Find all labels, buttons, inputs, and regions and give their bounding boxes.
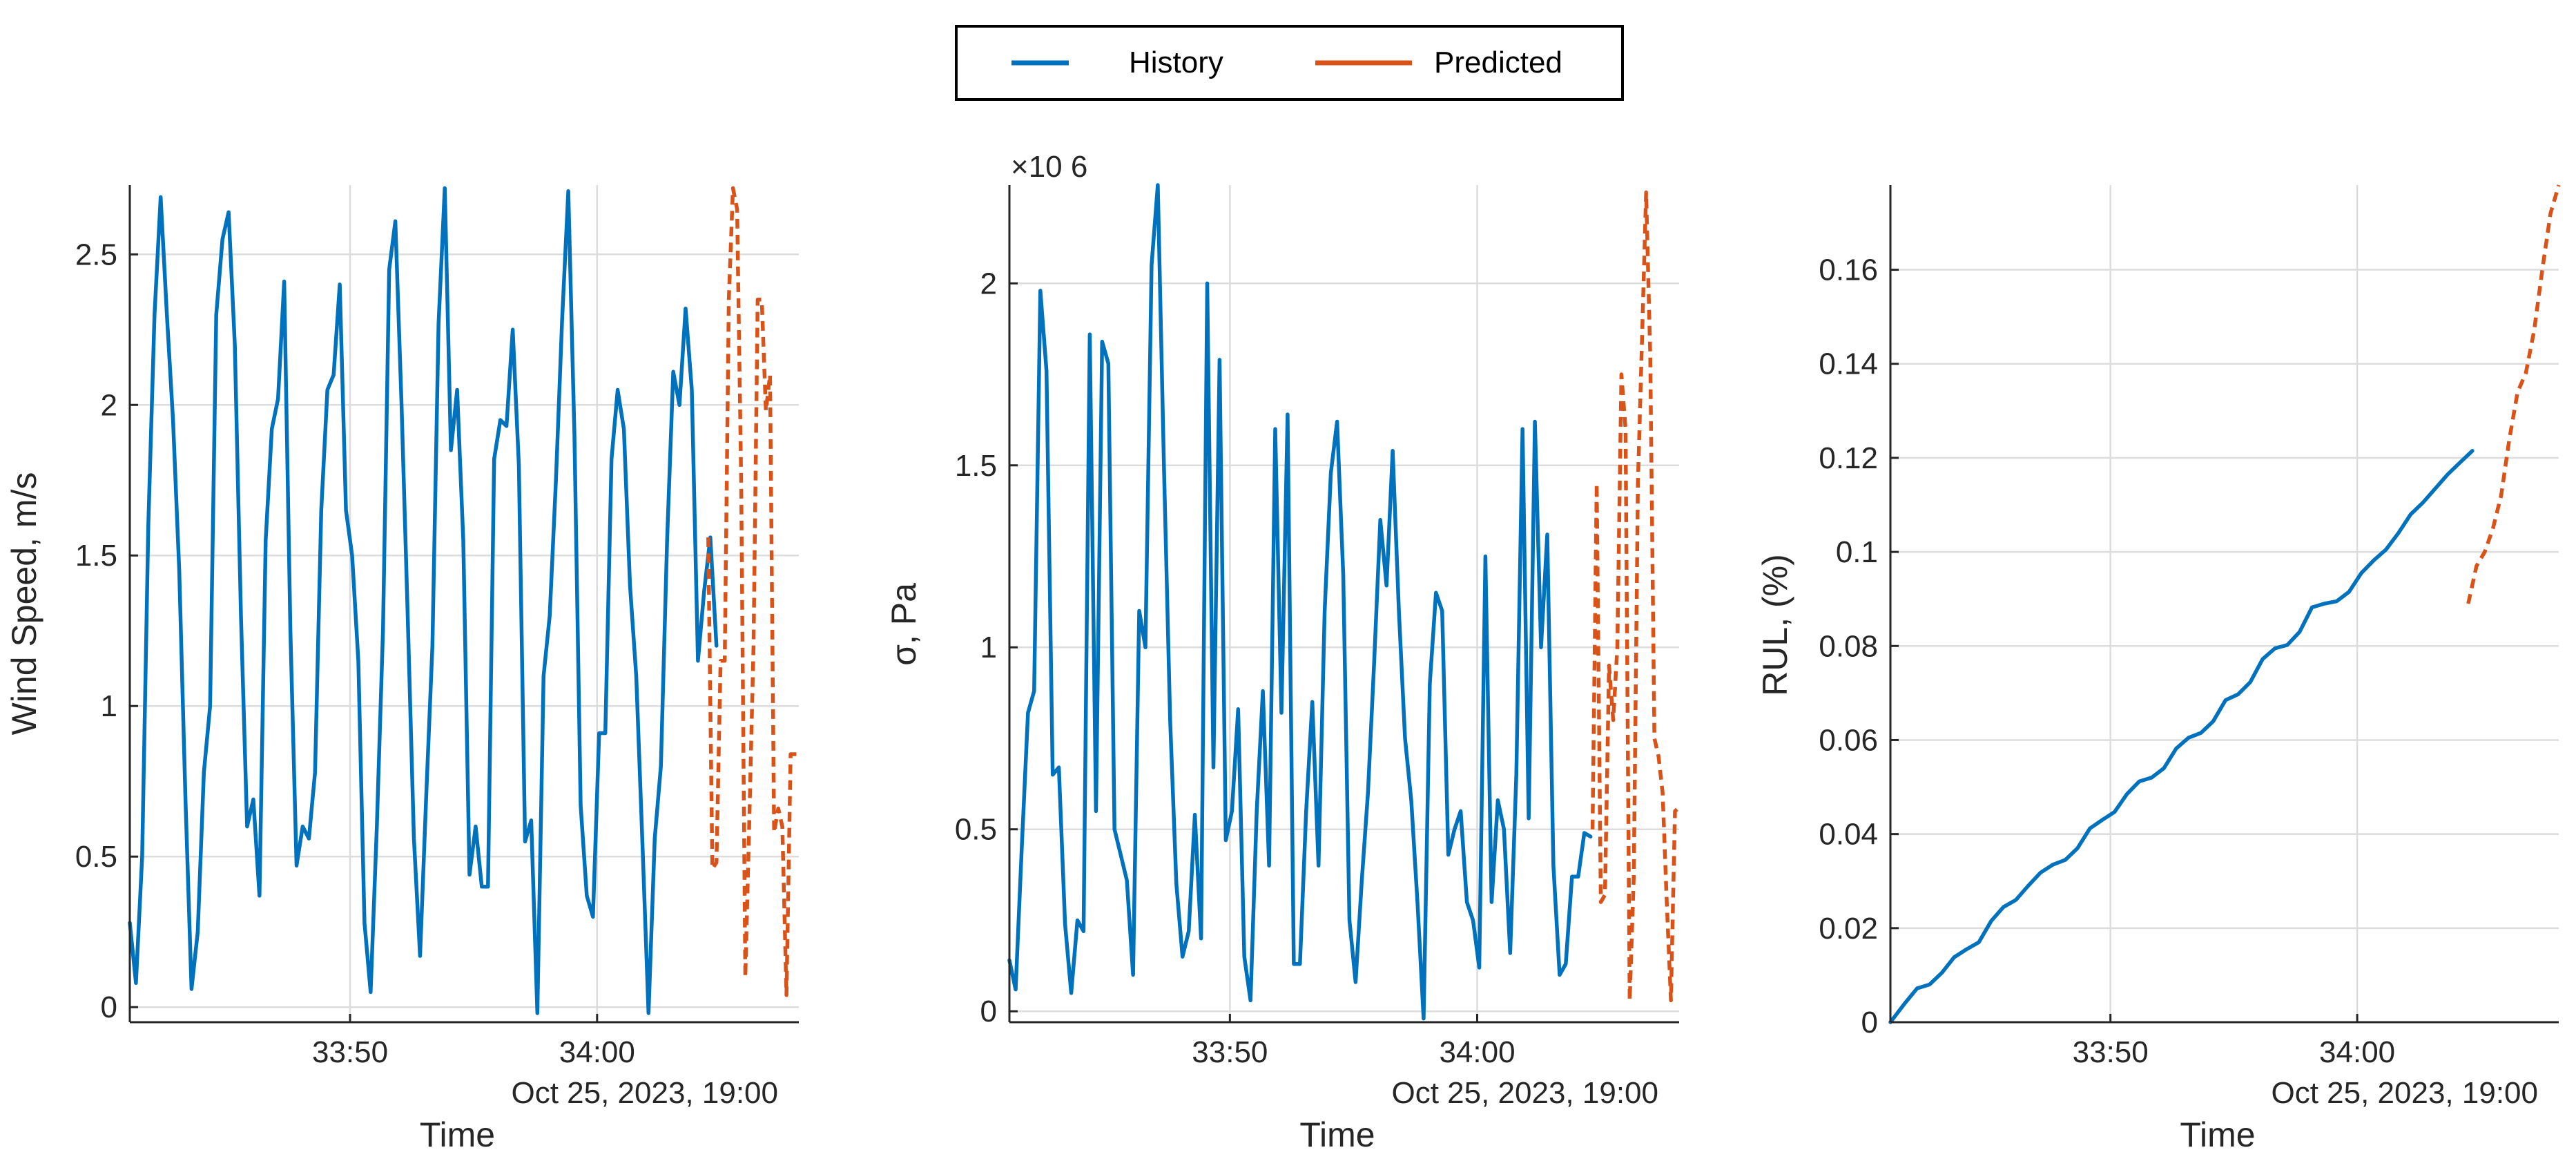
- y-tick-label: 1.5: [75, 539, 117, 573]
- y-tick-label: 0.5: [955, 813, 997, 847]
- series-line-predicted: [1590, 190, 1681, 1003]
- y-tick-label: 0.5: [75, 840, 117, 874]
- y-tick-label: 2.5: [75, 238, 117, 271]
- x-tick-label: 33:50: [1192, 1035, 1268, 1069]
- x-tick-label: 33:50: [312, 1035, 388, 1069]
- series-line-history: [128, 186, 719, 1015]
- y-tick-label: 0.14: [1819, 347, 1878, 381]
- x-date-label: Oct 25, 2023, 19:00: [1391, 1076, 1658, 1110]
- grid: [1890, 185, 2559, 1024]
- series-line-history: [1007, 183, 1593, 1021]
- y-tick-label: 1: [101, 689, 117, 723]
- series-line-history: [1888, 448, 2475, 1024]
- series-line-predicted: [2466, 184, 2561, 604]
- y-tick-label: 0.1: [1836, 535, 1878, 569]
- y-axis-label: RUL, (%): [1756, 554, 1794, 696]
- y-tick-label: 0: [1861, 1006, 1878, 1039]
- x-axis-label: Time: [1299, 1115, 1375, 1154]
- x-axis-label: Time: [2180, 1115, 2255, 1154]
- y-multiplier-label: ×10 6: [1011, 150, 1087, 184]
- legend-label-predicted: Predicted: [1434, 46, 1562, 79]
- y-tick-label: 0.12: [1819, 441, 1878, 475]
- y-tick-label: 0.08: [1819, 629, 1878, 663]
- legend: History Predicted: [955, 25, 1624, 101]
- y-tick-label: 0.04: [1819, 818, 1878, 852]
- x-date-label: Oct 25, 2023, 19:00: [511, 1076, 778, 1110]
- x-axis-label: Time: [420, 1115, 495, 1154]
- x-tick-label: 34:00: [1439, 1035, 1515, 1069]
- chart-1: 0 0.5 1 1.5 2 2.5 33:50 34:00 Oct 25, 2023, 19:0…: [5, 185, 799, 1154]
- series-line-predicted: [706, 186, 799, 997]
- y-axis-label: σ, Pa: [884, 583, 923, 666]
- x-tick-label: 34:00: [559, 1035, 635, 1069]
- y-axis-label: Wind Speed, m/s: [5, 472, 43, 736]
- chart-3: 0 0.02 0.04 0.06 0.08 0.1 0.12 0.14 0.16 33:50 34:…: [1756, 184, 2561, 1154]
- x-tick-label: 33:50: [2073, 1035, 2149, 1069]
- legend-label-history: History: [1129, 46, 1223, 79]
- chart-2: 0 0.5 1 1.5 2 33:50 34:00 Oct 25, 2023, 19:00 Ti…: [884, 150, 1681, 1154]
- y-tick-label: 2: [101, 388, 117, 422]
- x-date-label: Oct 25, 2023, 19:00: [2271, 1076, 2538, 1110]
- y-tick-label: 1.5: [955, 449, 997, 483]
- y-tick-label: 1: [980, 631, 997, 664]
- x-tick-label: 34:00: [2319, 1035, 2395, 1069]
- plots: 0 0.5 1 1.5 2 2.5 33:50 34:00 Oct 25, 2023, 19:0…: [5, 150, 2561, 1154]
- y-tick-label: 0: [980, 995, 997, 1028]
- y-tick-label: 0: [101, 990, 117, 1024]
- y-tick-label: 2: [980, 267, 997, 300]
- y-tick-label: 0.06: [1819, 723, 1878, 757]
- y-tick-label: 0.02: [1819, 912, 1878, 946]
- y-tick-label: 0.16: [1819, 253, 1878, 287]
